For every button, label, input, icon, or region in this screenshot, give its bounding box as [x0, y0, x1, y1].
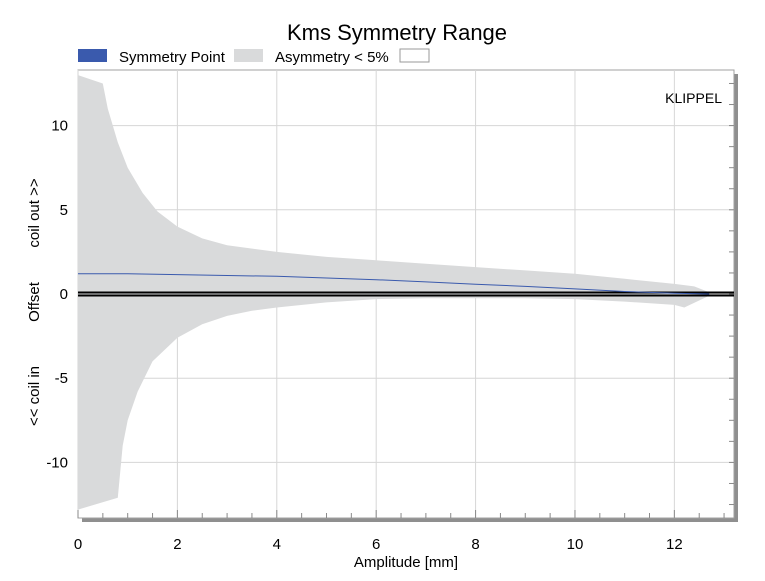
x-axis-label: Amplitude [mm] [354, 554, 458, 571]
x-tick-label-6: 12 [666, 536, 683, 553]
y-tick-labels: -10 -5 0 5 10 [46, 118, 68, 472]
x-tick-label-3: 6 [372, 536, 380, 553]
legend-swatch-symmetry-point [78, 49, 107, 62]
legend-label-asymmetry: Asymmetry < 5% [275, 49, 389, 66]
x-tick-label-5: 10 [567, 536, 584, 553]
y-axis-label-top: coil out >> [26, 178, 43, 247]
zero-line [78, 291, 734, 297]
series-line-0 [78, 273, 710, 295]
legend-swatch-empty [399, 48, 430, 63]
y-tick-label-2: 0 [60, 286, 68, 303]
x-tick-label-4: 8 [471, 536, 479, 553]
x-tick-labels: 0 2 4 6 8 10 12 [74, 536, 683, 553]
symmetry-point-series [78, 273, 710, 295]
klippel-watermark: KLIPPEL [665, 90, 722, 106]
chart-title: Kms Symmetry Range [287, 20, 507, 45]
y-tick-label-3: 5 [60, 202, 68, 219]
x-tick-label-1: 2 [173, 536, 181, 553]
y-axis-label-mid: Offset [26, 281, 43, 322]
minor-ticks [77, 82, 734, 518]
y-tick-label-1: -5 [55, 370, 68, 387]
x-tick-label-2: 4 [273, 536, 281, 553]
legend-label-symmetry-point: Symmetry Point [119, 49, 226, 66]
y-tick-label-4: 10 [51, 118, 68, 135]
y-tick-label-0: -10 [46, 454, 68, 471]
y-axis-label-bottom: << coil in [26, 366, 43, 426]
legend: Symmetry Point Asymmetry < 5% [78, 48, 430, 66]
legend-swatch-asymmetry [234, 49, 263, 62]
x-tick-label-0: 0 [74, 536, 82, 553]
